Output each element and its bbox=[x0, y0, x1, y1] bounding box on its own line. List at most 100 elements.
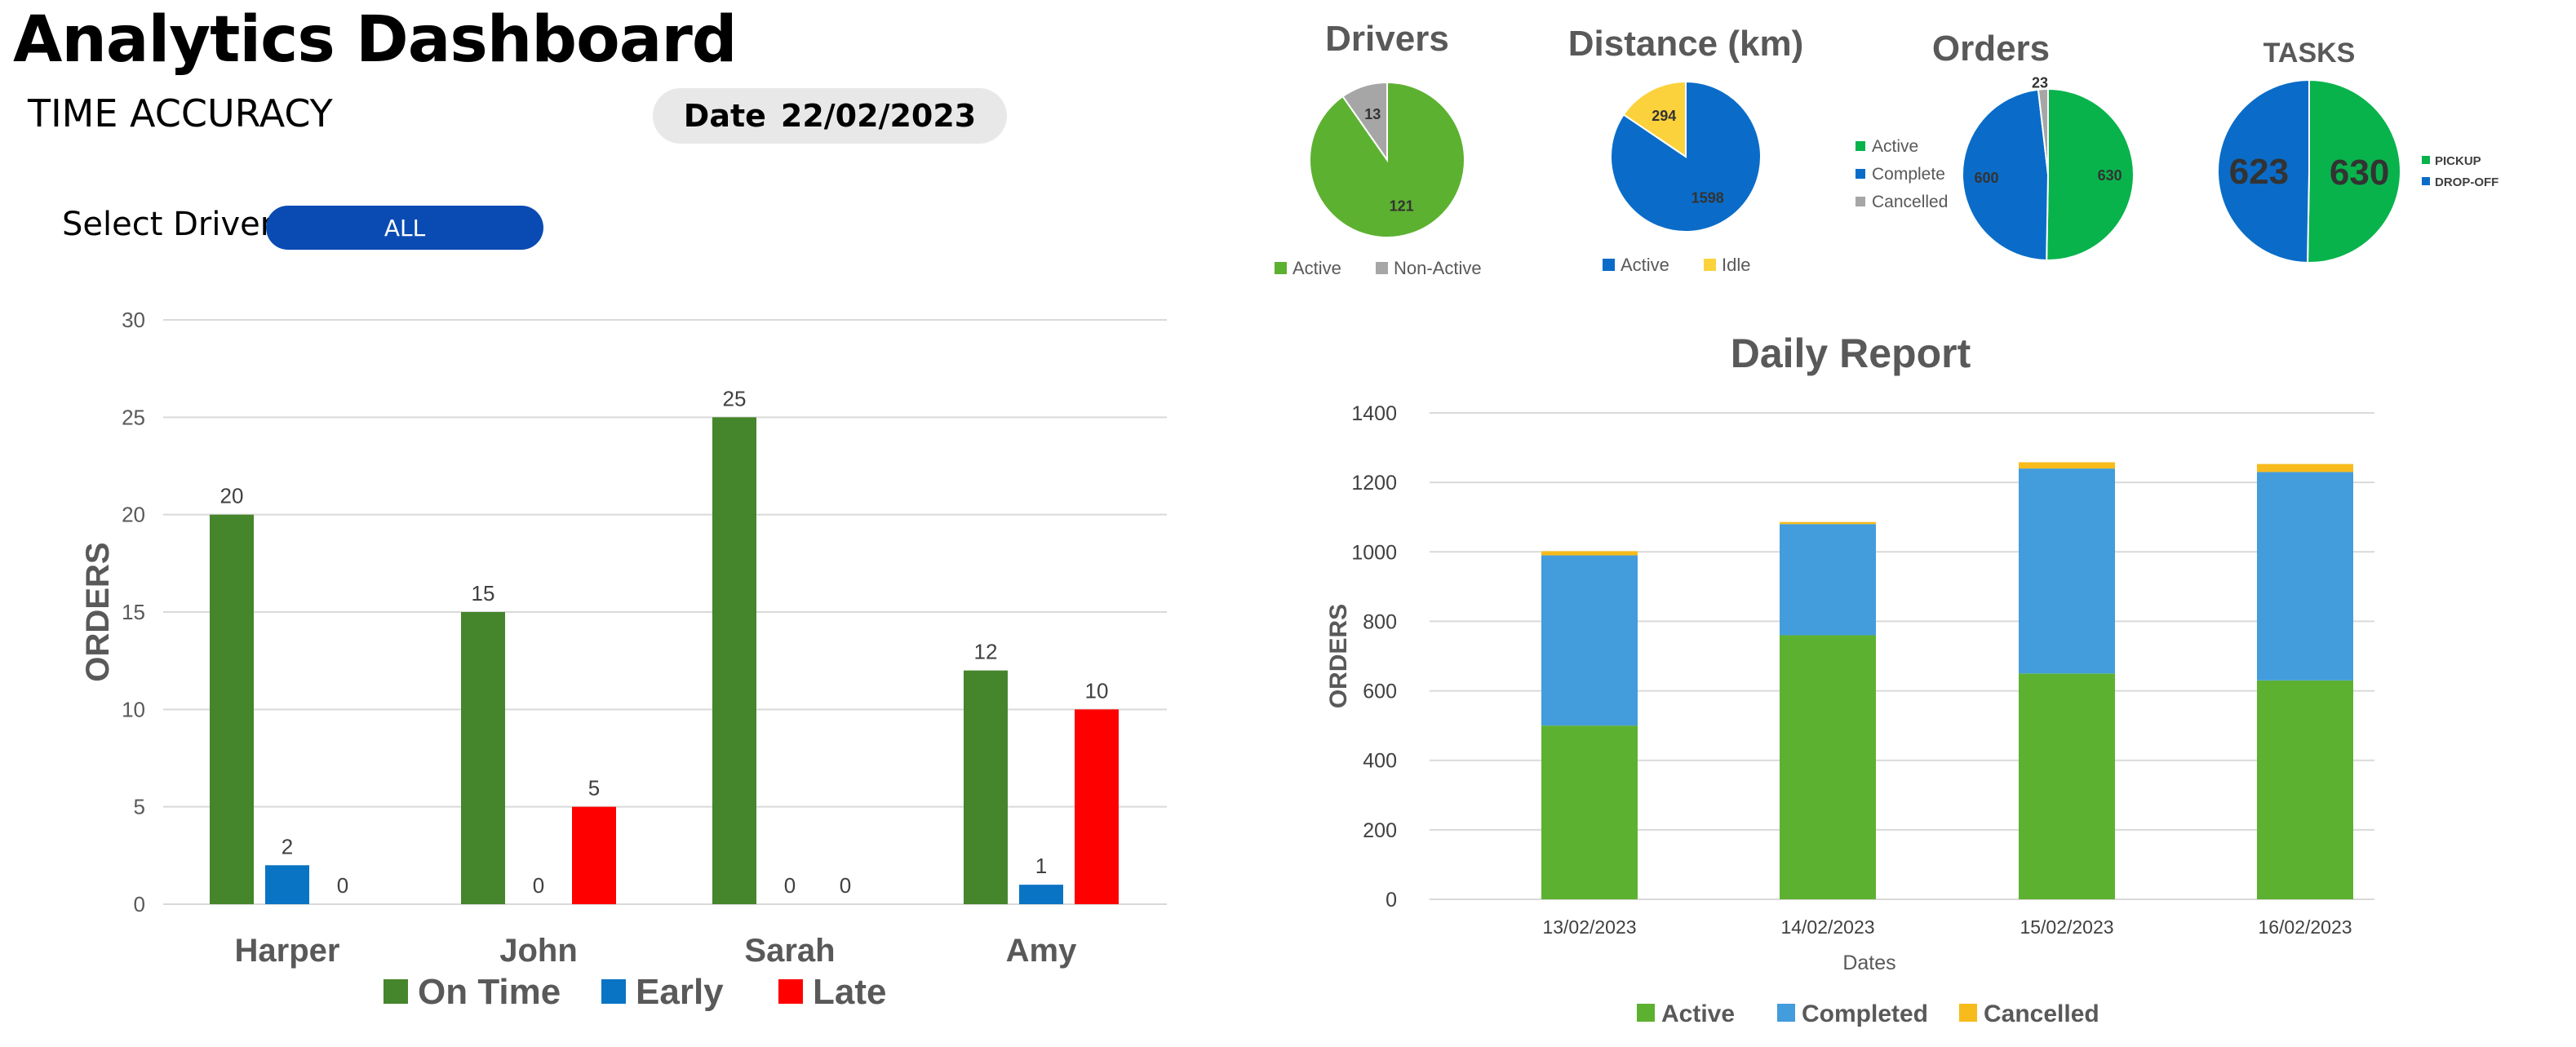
pie-slice-pickup bbox=[2307, 78, 2401, 264]
legend-label: Non-Active bbox=[1394, 258, 1482, 278]
pie-data-label: 600 bbox=[1974, 170, 1998, 186]
date-label: Date bbox=[683, 98, 766, 134]
y-tick-label: 0 bbox=[1386, 889, 1397, 912]
legend-label: PICKUP bbox=[2435, 154, 2481, 168]
legend-swatch bbox=[384, 979, 408, 1004]
legend-swatch bbox=[1603, 259, 1615, 271]
legend-label: On Time bbox=[418, 972, 561, 1012]
driver-select-value: ALL bbox=[384, 214, 426, 242]
y-tick-label: 20 bbox=[122, 503, 145, 527]
pie-slice-idle bbox=[1622, 80, 1687, 158]
bar-amy-on-time bbox=[964, 670, 1008, 904]
category-label-sarah: Sarah bbox=[744, 933, 835, 969]
data-label: 15 bbox=[472, 581, 495, 606]
legend-label: Completed bbox=[1802, 1000, 1928, 1027]
section-subtitle: TIME ACCURACY bbox=[28, 91, 333, 135]
summary-pie-charts: Drivers 121 13 Active Non-Active Distance (km… bbox=[1275, 19, 2498, 278]
legend-swatch bbox=[1275, 262, 1287, 274]
y-tick-label: 400 bbox=[1363, 750, 1397, 773]
data-label: 0 bbox=[337, 873, 348, 898]
chart-title: Daily Report bbox=[1731, 331, 1971, 376]
legend-swatch bbox=[601, 979, 626, 1004]
y-tick-label: 1200 bbox=[1351, 472, 1397, 495]
bar-16-02-2023-cancelled bbox=[2257, 464, 2353, 472]
legend-swatch bbox=[1637, 1004, 1655, 1022]
bar-15-02-2023-cancelled bbox=[2019, 462, 2115, 469]
legend-swatch bbox=[2422, 177, 2430, 185]
pie-title-0: Drivers bbox=[1325, 19, 1449, 59]
pie-slice-cancelled bbox=[2037, 87, 2049, 175]
driver-select-dropdown[interactable]: ALL bbox=[266, 206, 543, 250]
y-tick-label: 5 bbox=[134, 795, 145, 819]
x-axis-label: Dates bbox=[1842, 952, 1895, 974]
legend-label: Late bbox=[813, 972, 886, 1012]
bar-16-02-2023-active bbox=[2257, 680, 2353, 899]
bar-13-02-2023-active bbox=[1541, 725, 1638, 899]
bar-16-02-2023-completed bbox=[2257, 472, 2353, 681]
data-label: 0 bbox=[784, 873, 796, 898]
data-label: 10 bbox=[1085, 678, 1109, 703]
y-tick-label: 15 bbox=[122, 600, 145, 624]
legend-swatch bbox=[1704, 259, 1716, 271]
legend-label: Early bbox=[636, 972, 724, 1012]
pie-title-3: TASKS bbox=[2263, 38, 2356, 69]
pie-slice-drop-off bbox=[2216, 78, 2310, 264]
pie-data-label: 630 bbox=[2098, 167, 2122, 184]
legend-swatch bbox=[1856, 197, 1865, 206]
legend-label: Active bbox=[1292, 258, 1341, 278]
legend-swatch bbox=[1856, 169, 1865, 179]
pie-data-label: 1598 bbox=[1691, 190, 1724, 206]
y-axis-label: ORDERS bbox=[80, 542, 116, 681]
y-tick-label: 30 bbox=[122, 308, 145, 332]
legend-label: DROP-OFF bbox=[2435, 175, 2498, 189]
legend-label: Cancelled bbox=[1984, 1000, 2099, 1027]
category-label-john: John bbox=[499, 933, 578, 969]
bar-harper-early bbox=[265, 865, 309, 904]
y-tick-label: 800 bbox=[1363, 610, 1397, 633]
bar-amy-late bbox=[1075, 709, 1119, 904]
data-label: 2 bbox=[282, 834, 293, 858]
y-tick-label: 25 bbox=[122, 405, 145, 429]
bar-amy-early bbox=[1019, 885, 1063, 904]
y-tick-label: 1400 bbox=[1351, 402, 1397, 425]
data-label: 0 bbox=[840, 873, 851, 898]
bar-14-02-2023-cancelled bbox=[1780, 521, 1876, 525]
bar-john-late bbox=[572, 806, 616, 904]
pie-data-label: 294 bbox=[1652, 108, 1676, 124]
bar-13-02-2023-completed bbox=[1541, 555, 1638, 726]
page-title: Analytics Dashboard bbox=[13, 3, 738, 77]
legend-swatch bbox=[2422, 156, 2430, 164]
y-tick-label: 0 bbox=[134, 892, 145, 916]
data-label: 12 bbox=[974, 640, 998, 664]
legend-label: Cancelled bbox=[1872, 193, 1948, 211]
legend-label: Idle bbox=[1722, 255, 1750, 275]
pie-slice-active bbox=[2046, 87, 2135, 261]
category-label: 16/02/2023 bbox=[2258, 916, 2352, 938]
category-label-amy: Amy bbox=[1006, 933, 1077, 969]
data-label: 25 bbox=[723, 386, 747, 410]
bar-15-02-2023-completed bbox=[2019, 468, 2115, 674]
daily-report-chart: Daily Report 0 200 400 600 800 1000 1200 1400 ORD… bbox=[1325, 331, 2374, 1027]
pie-data-label: 121 bbox=[1390, 197, 1414, 214]
legend-label: Complete bbox=[1872, 165, 1945, 184]
pie-slice-non-active bbox=[1341, 81, 1388, 163]
pie-slice-active bbox=[1610, 80, 1762, 233]
category-label-harper: Harper bbox=[235, 933, 340, 969]
legend-label: Active bbox=[1872, 137, 1918, 156]
legend-swatch bbox=[1856, 141, 1865, 151]
bar-14-02-2023-completed bbox=[1780, 524, 1876, 636]
legend-swatch bbox=[1777, 1004, 1795, 1022]
bar-harper-on-time bbox=[210, 514, 254, 904]
pie-title-1: Distance (km) bbox=[1568, 24, 1804, 64]
y-tick-label: 200 bbox=[1363, 819, 1397, 842]
data-label: 20 bbox=[220, 484, 244, 508]
data-label: 0 bbox=[533, 873, 544, 898]
category-label: 15/02/2023 bbox=[2020, 916, 2113, 938]
data-label: 1 bbox=[1035, 854, 1047, 878]
legend-swatch bbox=[1376, 262, 1388, 274]
legend-label: Active bbox=[1621, 255, 1669, 275]
pie-data-label: 23 bbox=[2032, 74, 2048, 91]
y-tick-label: 10 bbox=[122, 697, 145, 721]
y-axis-label: ORDERS bbox=[1325, 604, 1352, 708]
